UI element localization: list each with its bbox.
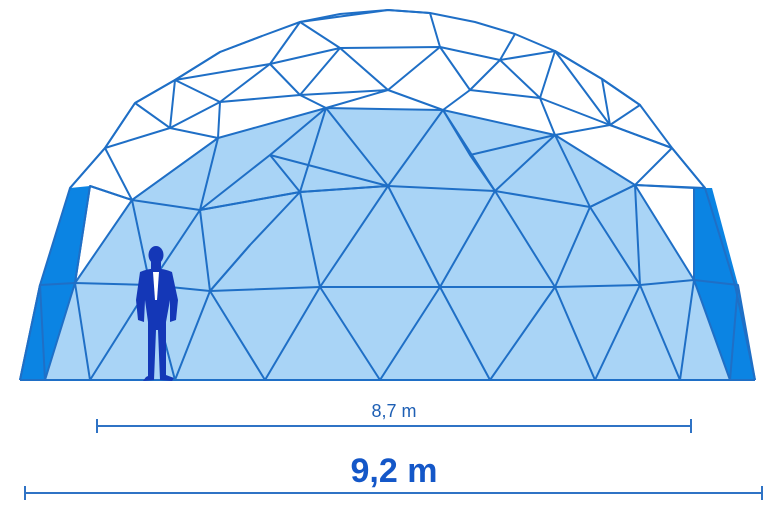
inner-dome-area — [45, 108, 730, 380]
inner-dimension-line — [96, 419, 692, 433]
dome-frame — [19, 9, 756, 381]
outer-dimension-line — [24, 486, 763, 500]
inner-dimension-label: 8,7 m — [371, 401, 416, 421]
person-in-suit-icon — [136, 246, 178, 381]
outer-dimension-label: 9,2 m — [351, 452, 438, 490]
left-side-panel — [20, 186, 90, 380]
